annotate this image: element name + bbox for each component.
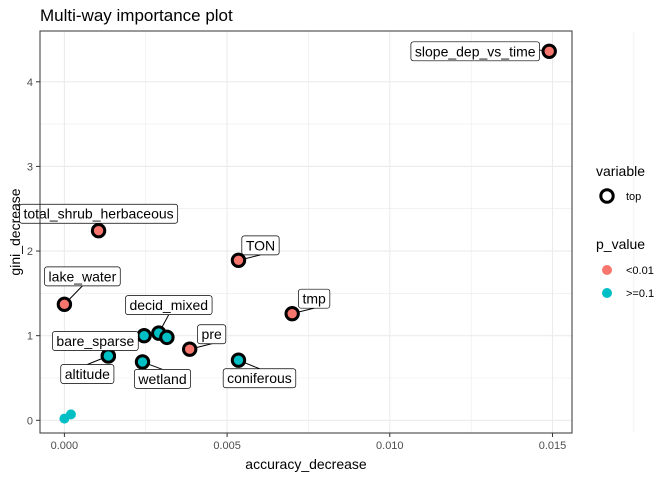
point-label-box bbox=[410, 41, 540, 62]
legend-top-label: top bbox=[626, 191, 641, 203]
point-label-box bbox=[134, 369, 191, 389]
panel-border bbox=[39, 30, 573, 434]
point-label-text: bare_sparse bbox=[56, 333, 134, 349]
y-axis-title: gini_decrease bbox=[7, 188, 23, 275]
label-layer: slope_dep_vs_time total_shrub_herbaceous T… bbox=[19, 41, 540, 389]
legend-variable-title: variable bbox=[596, 163, 645, 179]
point-label-box bbox=[298, 288, 331, 309]
point-label: lake_water bbox=[44, 266, 121, 287]
point-label-box bbox=[125, 295, 213, 315]
chart-title: Multi-way importance plot bbox=[40, 6, 233, 25]
point-label-text: altitude bbox=[65, 366, 110, 382]
point-label: wetland bbox=[134, 369, 191, 389]
point-label: TON bbox=[241, 235, 280, 256]
data-point bbox=[134, 354, 151, 370]
point-label-text: slope_dep_vs_time bbox=[415, 43, 536, 59]
grid-layer bbox=[40, 31, 635, 433]
legend-pvalue-label-high: >=0.1 bbox=[626, 288, 654, 300]
data-point bbox=[136, 327, 152, 344]
data-point bbox=[100, 348, 117, 364]
point-label: total_shrub_herbaceous bbox=[19, 203, 179, 224]
point-label-text: TON bbox=[246, 237, 275, 253]
point-label: coniferous bbox=[222, 368, 297, 389]
data-point bbox=[284, 305, 300, 322]
y-tick-label: 3 bbox=[27, 161, 33, 173]
point-label: tmp bbox=[298, 288, 331, 309]
data-point bbox=[159, 329, 175, 346]
x-axis-title: accuracy_decrease bbox=[245, 456, 367, 472]
point-label-box bbox=[44, 266, 121, 287]
point-label: decid_mixed bbox=[125, 295, 213, 315]
y-tick-label: 1 bbox=[27, 331, 33, 343]
data-point bbox=[56, 296, 73, 313]
point-label: slope_dep_vs_time bbox=[410, 41, 540, 62]
point-label-text: decid_mixed bbox=[129, 297, 208, 313]
point-label-text: total_shrub_herbaceous bbox=[23, 206, 173, 222]
point-label-box bbox=[52, 331, 139, 351]
point-label-box bbox=[241, 235, 280, 256]
point-label-text: pre bbox=[202, 326, 222, 342]
point-label-box bbox=[19, 203, 179, 224]
axis-layer: 0.000 0.005 0.010 0.015 0 1 2 3 4 bbox=[27, 77, 566, 452]
y-tick-label: 0 bbox=[27, 415, 33, 427]
point-label-text: wetland bbox=[137, 371, 186, 387]
point-label: pre bbox=[197, 324, 227, 345]
legend: variable top p_value <0.01 >=0.1 bbox=[596, 163, 654, 300]
y-tick-label: 4 bbox=[27, 77, 33, 89]
data-point bbox=[65, 409, 76, 420]
legend-pvalue-key-high bbox=[602, 288, 612, 298]
point-label-text: tmp bbox=[302, 291, 326, 307]
point-label: altitude bbox=[60, 364, 115, 384]
data-point bbox=[230, 352, 247, 368]
point-label-text: lake_water bbox=[49, 268, 117, 284]
x-tick-label: 0.015 bbox=[539, 440, 567, 452]
data-point bbox=[541, 43, 557, 60]
legend-pvalue-title: p_value bbox=[596, 236, 645, 252]
y-tick-label: 2 bbox=[27, 246, 33, 258]
legend-pvalue-key-low bbox=[602, 265, 612, 275]
point-label-box bbox=[222, 368, 297, 389]
x-tick-label: 0.005 bbox=[213, 440, 241, 452]
data-point bbox=[90, 223, 107, 239]
point-layer bbox=[56, 43, 557, 424]
point-label-text: coniferous bbox=[227, 370, 292, 386]
legend-top-key bbox=[599, 188, 615, 204]
point-label: bare_sparse bbox=[52, 331, 139, 351]
legend-pvalue-label-low: <0.01 bbox=[626, 265, 654, 277]
x-tick-label: 0.000 bbox=[51, 440, 79, 452]
point-label-box bbox=[60, 364, 115, 384]
point-label-box bbox=[197, 324, 227, 345]
data-point bbox=[181, 341, 198, 357]
x-tick-label: 0.010 bbox=[376, 440, 404, 452]
data-point bbox=[230, 252, 247, 269]
